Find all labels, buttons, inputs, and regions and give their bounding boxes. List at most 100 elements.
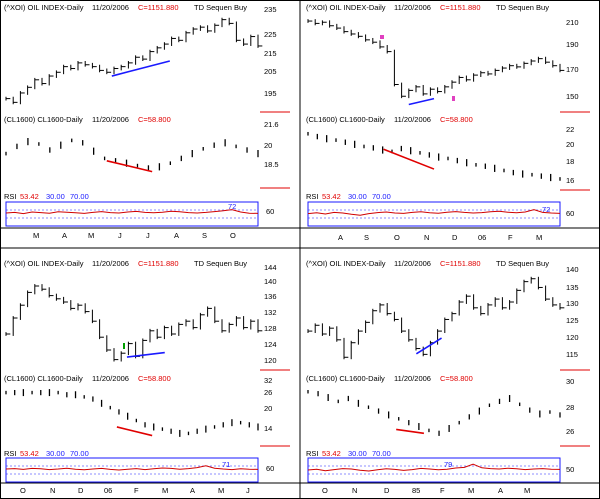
rsi-value: 53.42 <box>322 192 341 201</box>
crude-close: C=58.800 <box>138 374 171 383</box>
crude-close: C=58.800 <box>440 374 473 383</box>
oil-tick: 115 <box>566 350 578 359</box>
rsi-label: RSI <box>4 449 17 458</box>
crude-tick: 22 <box>566 125 574 134</box>
rsi-marker: 72 <box>228 202 236 211</box>
crude-tick: 26 <box>264 388 272 397</box>
oil-close: C=1151.880 <box>138 259 179 268</box>
trendline-red <box>383 148 435 170</box>
rsi-upper: 70.00 <box>372 449 391 458</box>
rsi-line <box>5 209 259 215</box>
crude-date: 11/20/2006 <box>394 374 431 383</box>
rsi-label: RSI <box>4 192 17 201</box>
rsi-tick: 60 <box>266 464 274 473</box>
month-label: J <box>146 231 150 240</box>
crude-tick: 26 <box>566 427 574 436</box>
oil-tick: 144 <box>264 263 277 272</box>
panel-bottom-right: (^XOI) OIL INDEX-Daily 11/20/2006 C=1151… <box>300 259 600 495</box>
rsi-lower: 30.00 <box>46 192 65 201</box>
rsi-value: 53.42 <box>322 449 341 458</box>
month-label: O <box>322 486 328 495</box>
rsi-label: RSI <box>306 449 319 458</box>
oil-study: TD Sequen Buy <box>496 259 549 268</box>
crude-tick: 32 <box>264 376 272 385</box>
rsi-tick: 60 <box>266 207 274 216</box>
month-label: A <box>498 486 503 495</box>
crude-close: C=58.800 <box>138 115 171 124</box>
crude-close: C=58.800 <box>440 115 473 124</box>
panel-top-left: (^XOI) OIL INDEX-Daily 11/20/2006 C=1151… <box>0 3 300 240</box>
rsi-tick: 60 <box>566 209 574 218</box>
month-label: A <box>338 233 343 242</box>
rsi-tick: 50 <box>566 465 574 474</box>
trendline-red <box>396 428 425 435</box>
month-label: O <box>20 486 26 495</box>
oil-tick: 120 <box>264 356 277 365</box>
crude-title: (CL1600) CL1600-Daily <box>4 374 83 383</box>
month-label: A <box>62 231 67 240</box>
oil-tick: 136 <box>264 292 277 301</box>
month-label: D <box>452 233 458 242</box>
month-label: F <box>440 486 445 495</box>
crude-tick: 18.5 <box>264 160 279 169</box>
month-label: N <box>50 486 55 495</box>
crude-date: 11/20/2006 <box>394 115 431 124</box>
oil-close: C=1151.880 <box>138 3 179 12</box>
trendline-blue <box>126 351 165 358</box>
month-label: A <box>174 231 179 240</box>
month-label: M <box>524 486 530 495</box>
rsi-lower: 30.00 <box>348 192 367 201</box>
month-label: M <box>468 486 474 495</box>
rsi-line <box>307 463 561 472</box>
month-label: M <box>33 231 39 240</box>
crude-tick: 20 <box>264 141 272 150</box>
month-label: J <box>246 486 250 495</box>
oil-tick: 125 <box>566 316 579 325</box>
month-label: M <box>162 486 168 495</box>
oil-date: 11/20/2006 <box>92 259 129 268</box>
oil-tick: 225 <box>264 30 277 39</box>
rsi-marker: 72 <box>542 205 550 214</box>
crude-tick: 20 <box>566 140 574 149</box>
month-label: F <box>134 486 139 495</box>
rsi-upper: 70.00 <box>70 192 89 201</box>
crude-date: 11/20/2006 <box>92 115 129 124</box>
rsi-lower: 30.00 <box>46 449 65 458</box>
td-signal-marker <box>123 343 125 349</box>
month-label: O <box>394 233 400 242</box>
month-label: S <box>364 233 369 242</box>
oil-title: (^XOI) OIL INDEX-Daily <box>306 259 386 268</box>
oil-date: 11/20/2006 <box>394 3 431 12</box>
rsi-box <box>5 457 259 483</box>
oil-tick: 135 <box>566 283 579 292</box>
crude-title: (CL1600) CL1600-Daily <box>306 115 385 124</box>
rsi-upper: 70.00 <box>70 449 89 458</box>
oil-tick: 128 <box>264 324 277 333</box>
rsi-marker: 71 <box>222 460 230 469</box>
oil-tick: 170 <box>566 65 579 74</box>
panel-top-right: (^XOI) OIL INDEX-Daily 11/20/2006 C=1151… <box>300 3 600 242</box>
oil-tick: 120 <box>566 333 579 342</box>
trendline-red <box>106 160 153 173</box>
month-label: 85 <box>412 486 420 495</box>
month-label: F <box>508 233 513 242</box>
oil-tick: 210 <box>566 18 579 27</box>
oil-tick: 190 <box>566 40 579 49</box>
trendline-blue <box>415 337 442 355</box>
month-label: O <box>230 231 236 240</box>
trendline-blue <box>111 60 171 77</box>
month-label: D <box>78 486 84 495</box>
rsi-lower: 30.00 <box>348 449 367 458</box>
rsi-box <box>307 201 561 227</box>
month-label: D <box>384 486 390 495</box>
month-label: S <box>202 231 207 240</box>
month-label: M <box>218 486 224 495</box>
td-signal-marker <box>452 96 455 101</box>
trendline-red <box>116 426 153 437</box>
rsi-value: 53.42 <box>20 449 39 458</box>
oil-study: TD Sequen Buy <box>194 259 247 268</box>
oil-tick: 130 <box>566 299 579 308</box>
rsi-line <box>5 465 259 471</box>
month-label: 06 <box>104 486 112 495</box>
trendline-blue <box>408 97 435 106</box>
